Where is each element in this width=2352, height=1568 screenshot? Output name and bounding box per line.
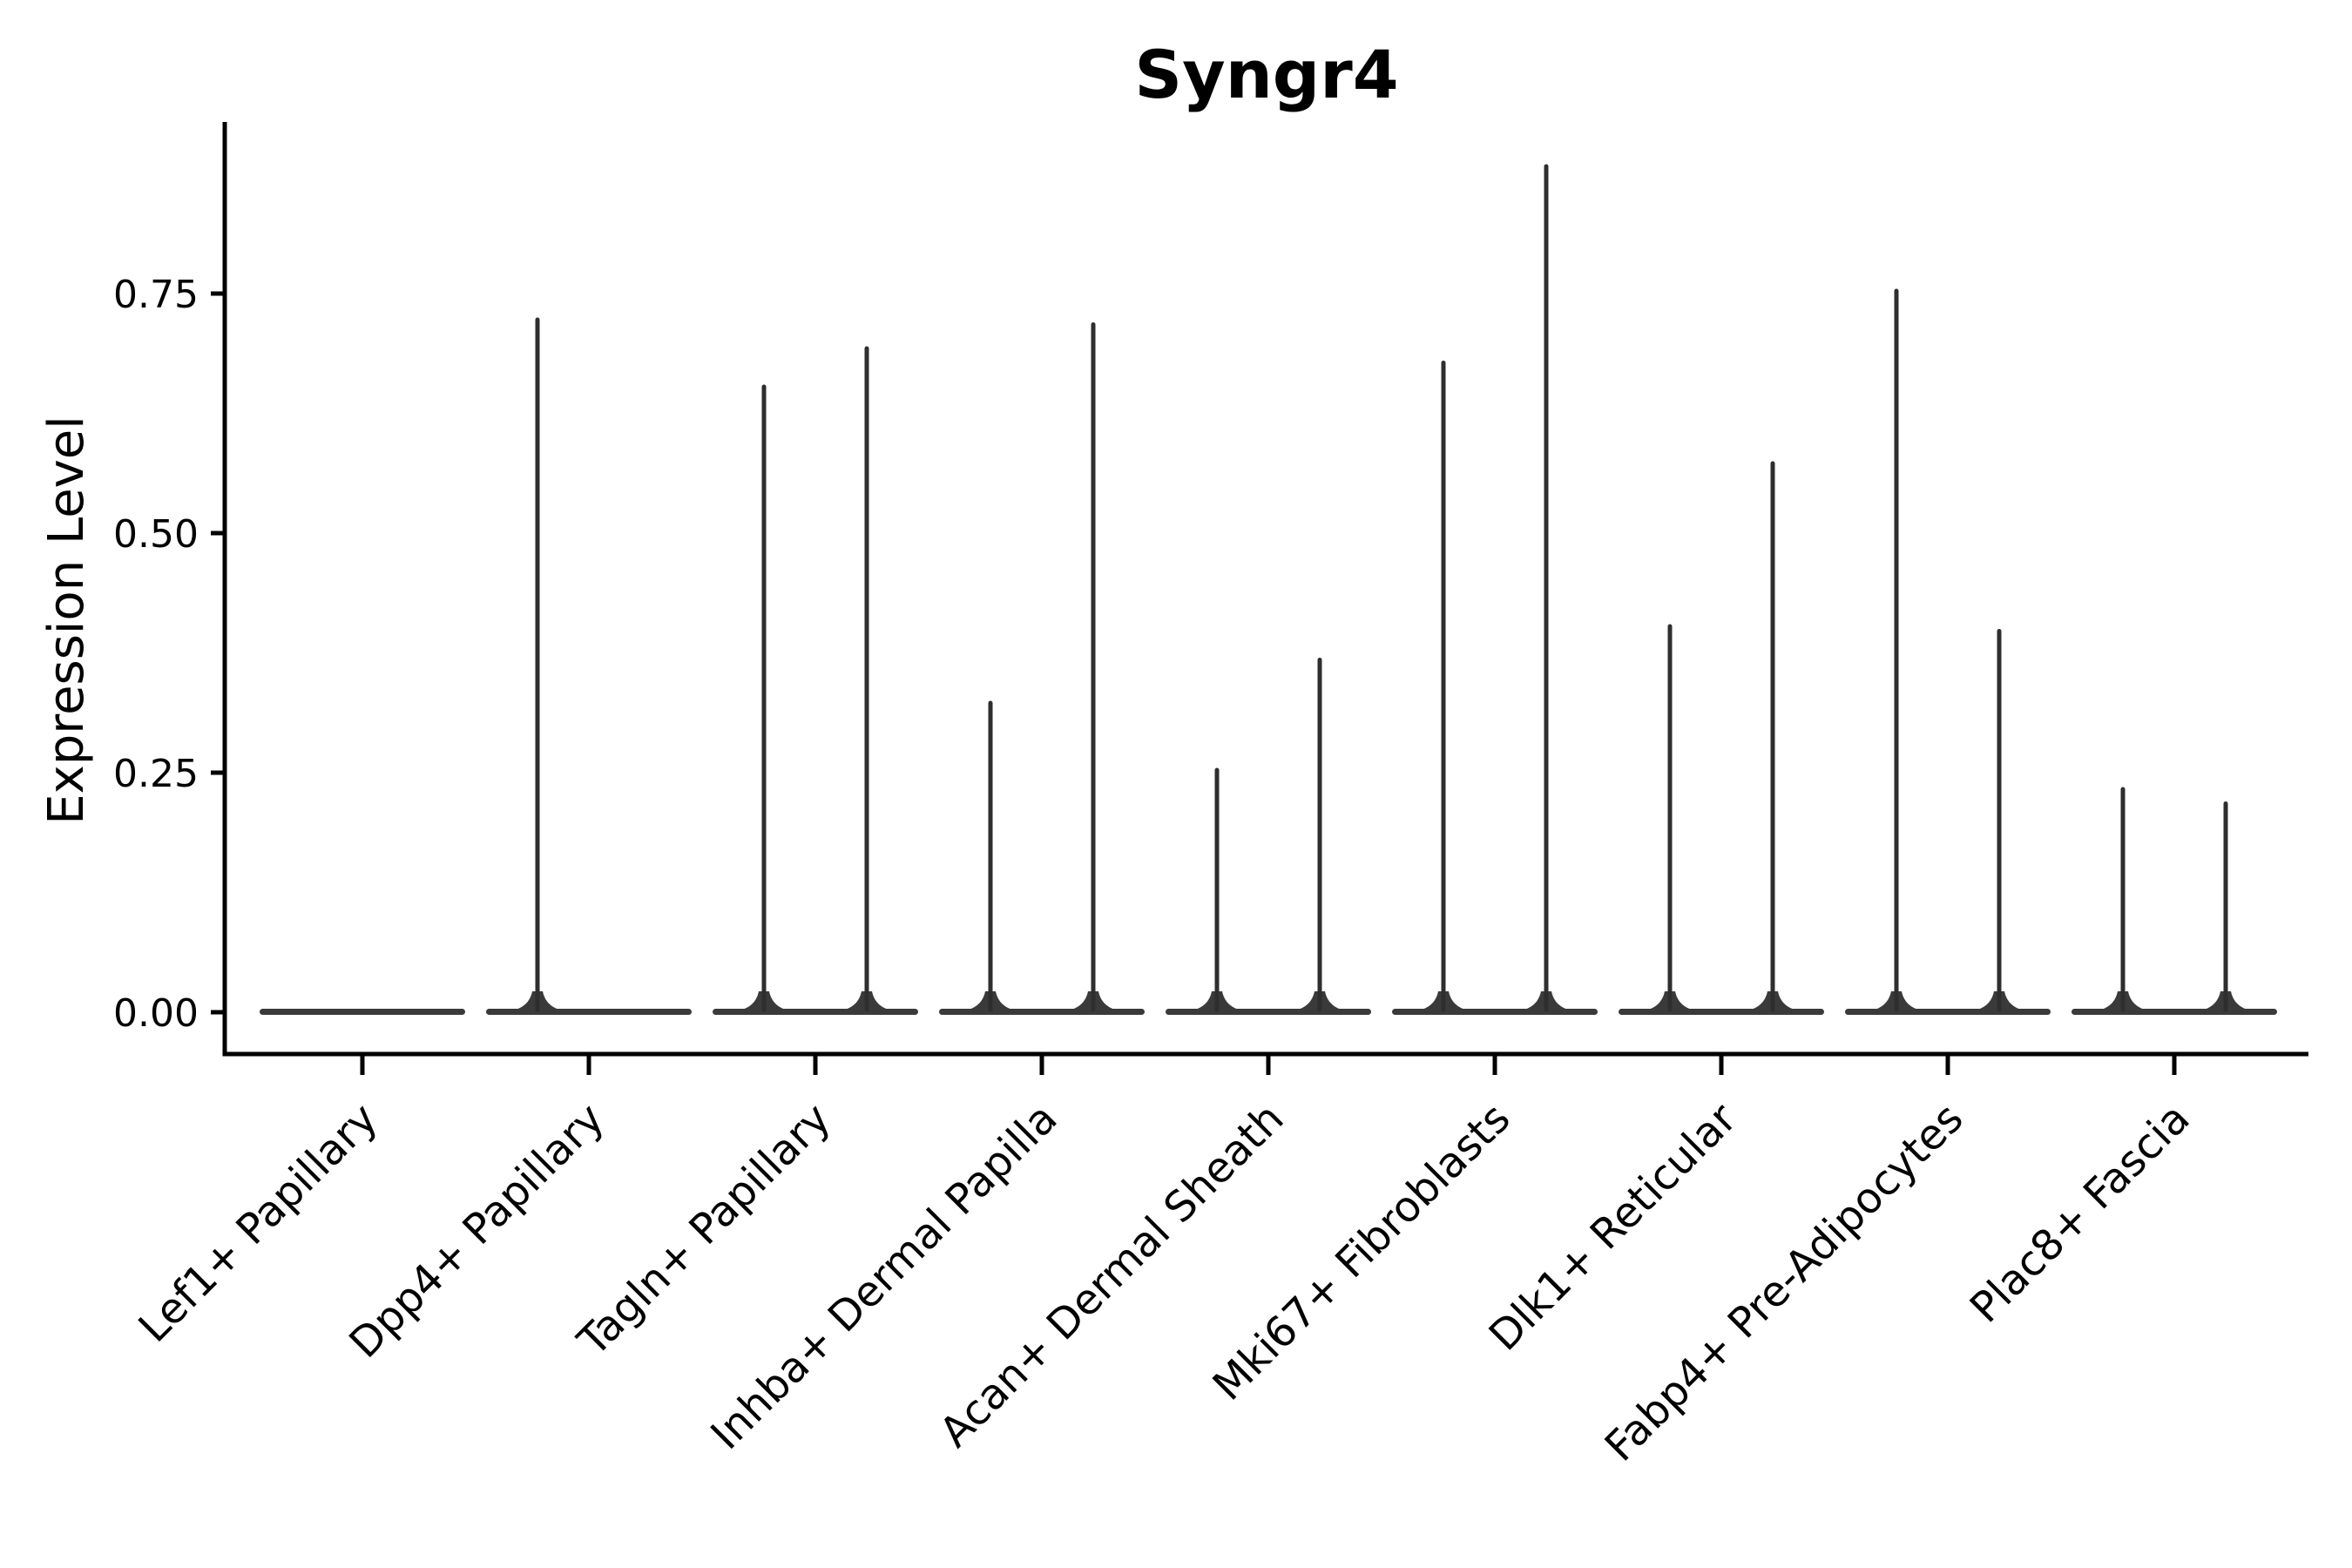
y-axis-label: Expression Level — [38, 416, 95, 825]
violin-base — [260, 1009, 465, 1015]
violin-category — [1845, 288, 2051, 1015]
violin-category — [260, 1009, 465, 1015]
y-tick-label: 0.00 — [113, 991, 199, 1036]
violin-category — [486, 317, 692, 1015]
chart-title: Syngr4 — [1134, 36, 1398, 113]
violin-category — [1166, 658, 1371, 1015]
violin-category — [713, 346, 918, 1015]
violin-category — [1392, 164, 1598, 1015]
violins — [260, 164, 2277, 1015]
y-tick-label: 0.50 — [113, 512, 199, 557]
y-axis-ticks: 0.00 0.25 0.50 0.75 — [113, 273, 225, 1036]
violin-category — [939, 322, 1145, 1015]
y-tick-label: 0.75 — [113, 273, 199, 317]
violin-category — [1619, 461, 1824, 1015]
y-tick-label: 0.25 — [113, 752, 199, 796]
violin-category — [2072, 787, 2277, 1015]
